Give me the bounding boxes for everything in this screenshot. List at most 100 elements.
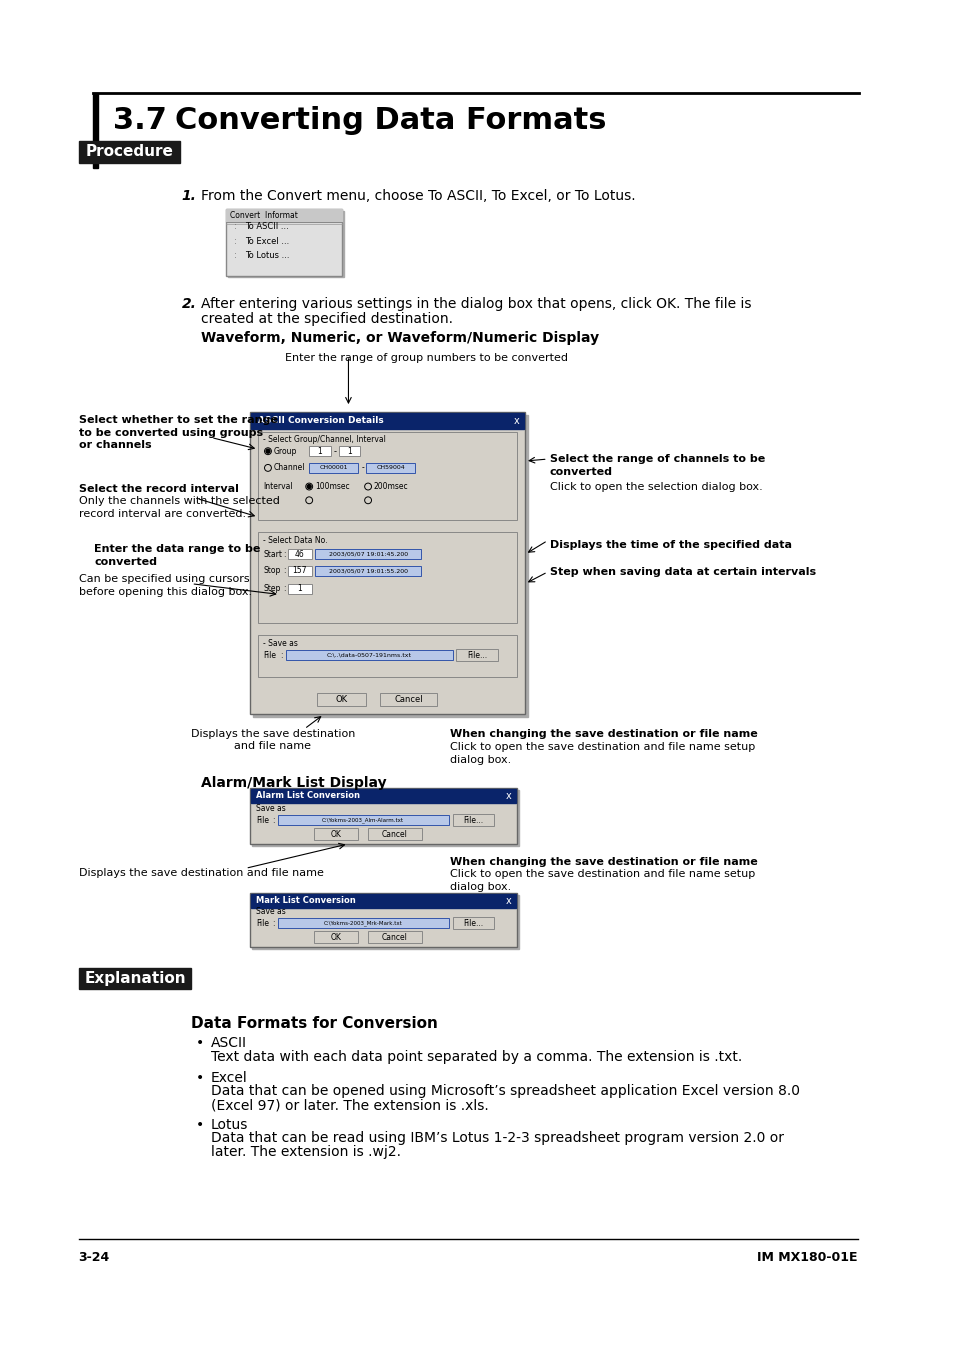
- Bar: [287, 549, 312, 559]
- Bar: [258, 432, 517, 520]
- Text: to be converted using groups: to be converted using groups: [78, 428, 262, 437]
- Text: or channels: or channels: [78, 440, 151, 451]
- Text: - Select Data No.: - Select Data No.: [263, 536, 327, 544]
- Text: 46: 46: [294, 549, 304, 559]
- Bar: [316, 693, 366, 706]
- Bar: [250, 788, 517, 844]
- Bar: [309, 447, 331, 456]
- Text: 100msec: 100msec: [314, 482, 350, 491]
- Text: Text data with each data point separated by a comma. The extension is .txt.: Text data with each data point separated…: [211, 1050, 741, 1064]
- Bar: [253, 414, 528, 717]
- Text: :: :: [233, 251, 236, 261]
- Text: File...: File...: [466, 651, 487, 660]
- Text: Displays the save destination
and file name: Displays the save destination and file n…: [191, 729, 355, 751]
- Text: Save as: Save as: [256, 805, 286, 813]
- Text: CH59004: CH59004: [375, 466, 405, 470]
- Text: dialog box.: dialog box.: [449, 755, 510, 764]
- Bar: [379, 693, 436, 706]
- Text: •: •: [196, 1037, 204, 1050]
- Bar: [368, 931, 421, 942]
- Bar: [251, 413, 523, 429]
- Text: CH00001: CH00001: [319, 466, 348, 470]
- Text: -: -: [361, 463, 364, 472]
- Text: - Save as: - Save as: [263, 639, 297, 648]
- Bar: [452, 814, 494, 826]
- Text: :: :: [282, 585, 285, 593]
- Text: 1: 1: [347, 447, 352, 456]
- Text: 1.: 1.: [181, 189, 196, 202]
- Bar: [277, 918, 448, 929]
- Text: OK: OK: [335, 695, 347, 705]
- Bar: [277, 815, 448, 825]
- Text: Displays the save destination and file name: Displays the save destination and file n…: [78, 868, 323, 879]
- Text: converted: converted: [549, 467, 612, 477]
- Text: 3.7: 3.7: [112, 105, 167, 135]
- Text: Channel: Channel: [274, 463, 305, 472]
- Text: x: x: [505, 791, 511, 801]
- Bar: [287, 566, 312, 576]
- Text: File: File: [256, 815, 269, 825]
- Bar: [258, 532, 517, 622]
- Text: Step: Step: [263, 585, 280, 593]
- Text: Select the range of channels to be: Select the range of channels to be: [549, 454, 764, 464]
- Text: Explanation: Explanation: [84, 971, 186, 986]
- Bar: [314, 931, 358, 942]
- Bar: [251, 788, 516, 803]
- Bar: [258, 634, 517, 676]
- Text: 2003/05/07 19:01:55.200: 2003/05/07 19:01:55.200: [328, 568, 407, 574]
- Bar: [287, 583, 312, 594]
- Text: IM MX180-01E: IM MX180-01E: [757, 1251, 857, 1264]
- Text: dialog box.: dialog box.: [449, 882, 510, 892]
- Bar: [252, 895, 518, 949]
- Text: To ASCII ...: To ASCII ...: [245, 221, 289, 231]
- Text: Convert  Informat: Convert Informat: [230, 211, 297, 220]
- Text: record interval are converted.: record interval are converted.: [78, 509, 245, 520]
- Text: Enter the data range to be: Enter the data range to be: [94, 544, 260, 555]
- Circle shape: [266, 450, 270, 454]
- Circle shape: [307, 485, 311, 489]
- Text: (Excel 97) or later. The extension is .xls.: (Excel 97) or later. The extension is .x…: [211, 1098, 488, 1112]
- Text: later. The extension is .wj2.: later. The extension is .wj2.: [211, 1145, 400, 1160]
- Text: 1: 1: [296, 585, 301, 593]
- Text: :: :: [272, 815, 274, 825]
- Text: Click to open the save destination and file name setup: Click to open the save destination and f…: [449, 869, 754, 879]
- Text: Select whether to set the range: Select whether to set the range: [78, 414, 277, 425]
- Text: :: :: [233, 221, 236, 231]
- Text: Start: Start: [263, 549, 282, 559]
- Text: x: x: [513, 416, 518, 425]
- Text: C:\..\data-0507-191nms.txt: C:\..\data-0507-191nms.txt: [326, 653, 411, 657]
- Text: •: •: [196, 1071, 204, 1084]
- Text: OK: OK: [330, 933, 341, 941]
- Text: 3-24: 3-24: [78, 1251, 110, 1264]
- Bar: [338, 447, 360, 456]
- Bar: [314, 566, 420, 576]
- Text: Alarm List Conversion: Alarm List Conversion: [256, 791, 360, 801]
- Text: Select the record interval: Select the record interval: [78, 483, 238, 494]
- Text: Displays the time of the specified data: Displays the time of the specified data: [549, 540, 791, 549]
- Text: File...: File...: [462, 919, 482, 927]
- Text: OK: OK: [330, 829, 341, 838]
- Text: - Select Group/Channel, Interval: - Select Group/Channel, Interval: [263, 436, 386, 444]
- Text: To Excel ...: To Excel ...: [245, 236, 290, 246]
- Text: Only the channels with the selected: Only the channels with the selected: [78, 497, 279, 506]
- Text: From the Convert menu, choose To ASCII, To Excel, or To Lotus.: From the Convert menu, choose To ASCII, …: [201, 189, 636, 202]
- Text: Cancel: Cancel: [381, 829, 407, 838]
- Text: When changing the save destination or file name: When changing the save destination or fi…: [449, 729, 757, 738]
- Text: Data Formats for Conversion: Data Formats for Conversion: [192, 1015, 437, 1030]
- Bar: [285, 651, 452, 660]
- Text: Data that can be read using IBM’s Lotus 1-2-3 spreadsheet program version 2.0 or: Data that can be read using IBM’s Lotus …: [211, 1131, 783, 1145]
- Bar: [456, 649, 497, 662]
- Text: Step when saving data at certain intervals: Step when saving data at certain interva…: [549, 567, 815, 576]
- Text: C:\Yokms-2003_Mrk-Mark.txt: C:\Yokms-2003_Mrk-Mark.txt: [323, 921, 402, 926]
- Bar: [368, 828, 421, 840]
- Bar: [250, 892, 517, 946]
- Text: :: :: [279, 651, 282, 660]
- Text: File: File: [256, 919, 269, 927]
- Bar: [250, 412, 524, 714]
- Text: Alarm/Mark List Display: Alarm/Mark List Display: [201, 776, 386, 790]
- Text: Stop: Stop: [263, 567, 280, 575]
- Text: converted: converted: [94, 558, 157, 567]
- Text: Can be specified using cursors: Can be specified using cursors: [78, 574, 249, 585]
- Bar: [78, 140, 179, 162]
- Text: Save as: Save as: [256, 907, 286, 917]
